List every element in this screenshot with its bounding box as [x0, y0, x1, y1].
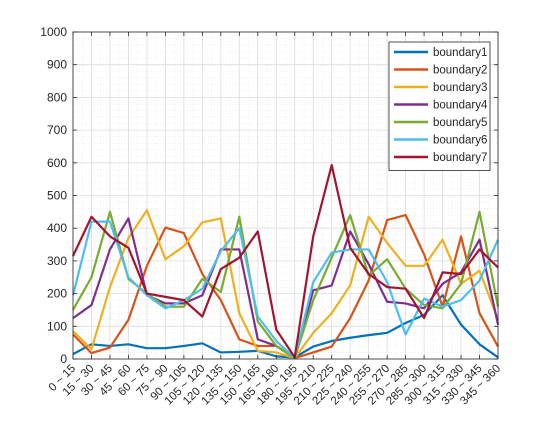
y-tick-label: 500 — [47, 189, 67, 203]
y-tick-label: 0 — [60, 352, 67, 366]
series-line-boundary3 — [72, 209, 500, 360]
legend: boundary1 boundary2 boundary3 boundary4 boun… — [388, 41, 491, 171]
legend-box — [388, 41, 491, 171]
y-tick-labels: 0 100 200 300 400 500 600 700 800 900 1000 — [40, 25, 67, 366]
series-lines — [71, 163, 500, 360]
y-tick-label: 300 — [47, 254, 67, 268]
y-tick-label: 900 — [47, 58, 67, 72]
y-tick-label: 700 — [47, 123, 67, 137]
legend-label: boundary7 — [433, 152, 487, 164]
y-tick-label: 200 — [47, 287, 67, 301]
legend-label: boundary6 — [433, 135, 487, 147]
y-tick-label: 600 — [47, 156, 67, 170]
y-tick-label: 400 — [47, 221, 67, 235]
y-tick-label: 1000 — [40, 25, 67, 39]
legend-label: boundary2 — [433, 65, 487, 77]
legend-label: boundary4 — [433, 100, 488, 112]
legend-label: boundary1 — [433, 47, 487, 59]
y-tick-label: 800 — [47, 90, 67, 104]
y-tick-label: 100 — [47, 319, 67, 333]
legend-label: boundary3 — [433, 82, 487, 94]
series-line-boundary7 — [72, 163, 499, 359]
legend-label: boundary5 — [433, 117, 487, 129]
tick-marks — [72, 31, 499, 360]
series-line-boundary6 — [71, 220, 500, 360]
